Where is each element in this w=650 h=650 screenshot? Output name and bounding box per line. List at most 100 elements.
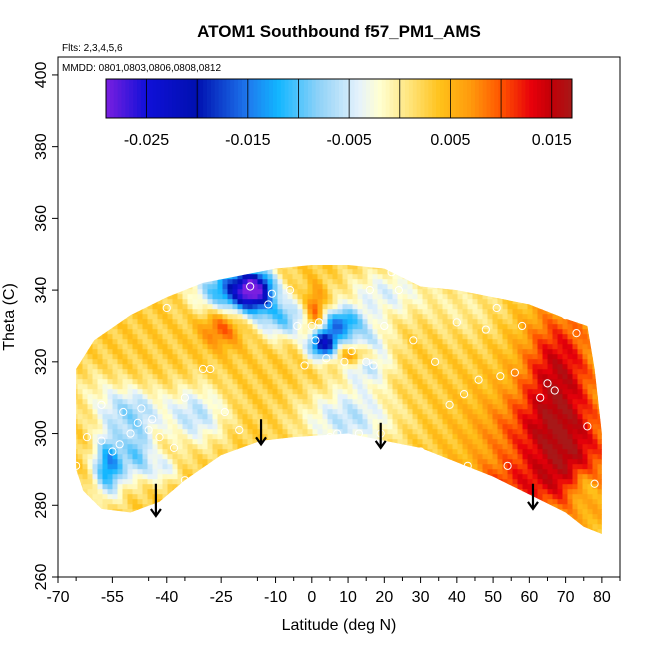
heatmap-cell bbox=[397, 279, 404, 285]
heatmap-cell bbox=[362, 269, 369, 275]
heatmap-cell bbox=[367, 404, 374, 410]
heatmap-cell bbox=[482, 379, 489, 385]
heatmap-cell bbox=[362, 339, 369, 345]
heatmap-cell bbox=[262, 334, 269, 340]
heatmap-cell bbox=[283, 539, 289, 545]
heatmap-cell bbox=[207, 479, 214, 485]
heatmap-cell bbox=[207, 509, 214, 515]
heatmap-cell bbox=[487, 329, 494, 335]
heatmap-cell bbox=[327, 399, 334, 405]
heatmap-cell bbox=[327, 529, 334, 534]
heatmap-cell bbox=[322, 294, 329, 300]
heatmap-cell bbox=[317, 384, 324, 390]
heatmap-cell bbox=[312, 384, 319, 390]
heatmap-cell bbox=[337, 339, 344, 345]
heatmap-cell bbox=[227, 389, 234, 395]
heatmap-cell bbox=[172, 504, 179, 510]
heatmap-cell bbox=[287, 449, 294, 455]
heatmap-cell bbox=[147, 474, 154, 480]
heatmap-cell bbox=[422, 354, 429, 360]
heatmap-cell bbox=[437, 489, 444, 495]
heatmap-cell bbox=[213, 254, 219, 260]
heatmap-cell bbox=[382, 524, 389, 530]
heatmap-cell bbox=[342, 359, 349, 365]
heatmap-cell bbox=[358, 539, 364, 545]
heatmap-cell bbox=[492, 414, 499, 420]
heatmap-cell bbox=[312, 424, 319, 430]
heatmap-cell bbox=[462, 279, 469, 285]
heatmap-cell bbox=[177, 334, 184, 340]
heatmap-cell bbox=[263, 534, 269, 540]
heatmap-cell bbox=[452, 349, 459, 355]
heatmap-cell bbox=[222, 269, 229, 275]
heatmap-cell bbox=[437, 304, 444, 310]
heatmap-cell bbox=[97, 294, 104, 300]
heatmap-cell bbox=[127, 464, 134, 470]
heatmap-cell bbox=[157, 319, 164, 325]
heatmap-cell bbox=[322, 399, 329, 405]
heatmap-cell bbox=[92, 319, 99, 325]
heatmap-cell bbox=[267, 484, 274, 490]
heatmap-cell bbox=[102, 454, 109, 460]
heatmap-cell bbox=[137, 529, 144, 534]
heatmap-cell bbox=[347, 414, 354, 420]
heatmap-cell bbox=[372, 524, 379, 530]
heatmap-cell bbox=[262, 509, 269, 515]
heatmap-cell bbox=[287, 349, 294, 355]
heatmap-cell bbox=[327, 499, 334, 505]
heatmap-cell bbox=[482, 294, 489, 300]
heatmap-cell bbox=[492, 304, 499, 310]
heatmap-cell bbox=[392, 504, 399, 510]
heatmap-cell bbox=[317, 274, 324, 280]
heatmap-cell bbox=[373, 534, 379, 540]
heatmap-cell bbox=[297, 394, 304, 400]
heatmap-cell bbox=[137, 279, 144, 285]
heatmap-cell bbox=[167, 389, 174, 395]
heatmap-cell bbox=[472, 384, 479, 390]
heatmap-cell bbox=[452, 489, 459, 495]
heatmap-cell bbox=[372, 294, 379, 300]
heatmap-cell bbox=[127, 344, 134, 350]
heatmap-cell bbox=[462, 379, 469, 385]
heatmap-cell bbox=[342, 509, 349, 515]
heatmap-cell bbox=[427, 424, 434, 430]
heatmap-cell bbox=[487, 454, 494, 460]
heatmap-cell bbox=[137, 374, 144, 380]
heatmap-cell bbox=[367, 324, 374, 330]
heatmap-cell bbox=[482, 389, 489, 395]
heatmap-cell bbox=[157, 454, 164, 460]
heatmap-cell bbox=[287, 484, 294, 490]
heatmap-cell bbox=[387, 354, 394, 360]
heatmap-cell bbox=[472, 389, 479, 395]
heatmap-cell bbox=[407, 279, 414, 285]
heatmap-cell bbox=[302, 344, 309, 350]
heatmap-cell bbox=[492, 379, 499, 385]
heatmap-cell bbox=[192, 265, 199, 270]
heatmap-cell bbox=[272, 354, 279, 360]
heatmap-cell bbox=[413, 259, 419, 265]
heatmap-cell bbox=[272, 404, 279, 410]
heatmap-cell bbox=[253, 539, 259, 545]
heatmap-cell bbox=[102, 489, 109, 495]
heatmap-cell bbox=[387, 509, 394, 515]
heatmap-cell bbox=[192, 374, 199, 380]
heatmap-cell bbox=[482, 279, 489, 285]
heatmap-cell bbox=[73, 259, 79, 265]
heatmap-cell bbox=[127, 309, 134, 315]
heatmap-cell bbox=[367, 494, 374, 500]
heatmap-cell bbox=[487, 279, 494, 285]
heatmap-cell bbox=[117, 529, 124, 534]
heatmap-cell bbox=[167, 269, 174, 275]
heatmap-cell bbox=[212, 474, 219, 480]
heatmap-cell bbox=[152, 469, 159, 475]
heatmap-cell bbox=[392, 414, 399, 420]
heatmap-cell bbox=[452, 469, 459, 475]
heatmap-cell bbox=[492, 359, 499, 365]
heatmap-cell bbox=[387, 399, 394, 405]
heatmap-cell bbox=[167, 434, 174, 440]
heatmap-cell bbox=[252, 334, 259, 340]
heatmap-cell bbox=[112, 384, 119, 390]
heatmap-cell bbox=[452, 369, 459, 375]
heatmap-cell bbox=[252, 354, 259, 360]
heatmap-cell bbox=[167, 464, 174, 470]
